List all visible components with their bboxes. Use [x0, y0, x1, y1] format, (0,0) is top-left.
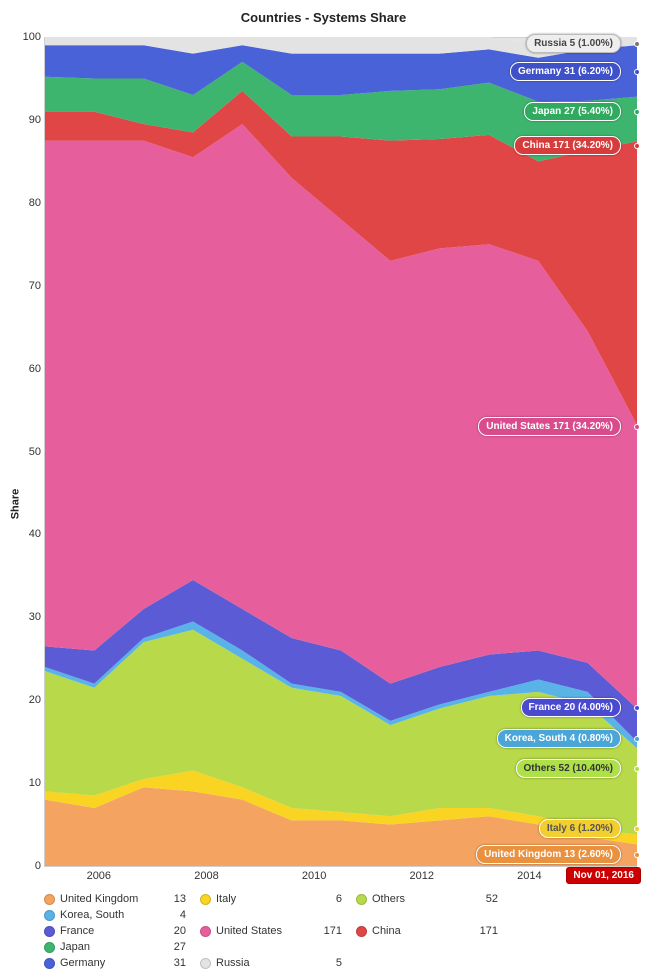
- legend-swatch: [44, 894, 55, 905]
- legend-swatch: [44, 958, 55, 969]
- legend-swatch: [44, 926, 55, 937]
- legend-name: Russia: [216, 957, 312, 969]
- ytick: 50: [15, 446, 41, 458]
- callout-label: Germany 31 (6.20%): [510, 62, 621, 81]
- xtick: 2006: [87, 870, 111, 882]
- ytick: 100: [15, 31, 41, 43]
- callout-dot: [634, 109, 640, 115]
- legend-name: United States: [216, 925, 312, 937]
- legend-swatch: [44, 910, 55, 921]
- legend-swatch: [356, 894, 367, 905]
- chart-area: Share ╫ ╫ Nov 01, 2016 01020304050607080…: [4, 37, 643, 971]
- legend-item-china[interactable]: China171: [356, 925, 512, 937]
- ytick: 0: [15, 860, 41, 872]
- legend-name: Korea, South: [60, 909, 156, 921]
- legend-name: China: [372, 925, 468, 937]
- callout-dot: [634, 826, 640, 832]
- legend-value: 171: [468, 925, 498, 937]
- legend-value: 171: [312, 925, 342, 937]
- legend-item-france[interactable]: France20: [44, 925, 200, 937]
- legend-item-uk[interactable]: United Kingdom13: [44, 893, 200, 905]
- legend-item-japan[interactable]: Japan27: [44, 941, 200, 953]
- legend-item-russia[interactable]: Russia5: [200, 957, 356, 969]
- callout-label: Italy 6 (1.20%): [539, 819, 621, 838]
- legend-value: 20: [156, 925, 186, 937]
- legend-value: 6: [312, 893, 342, 905]
- legend-value: 52: [468, 893, 498, 905]
- callout-dot: [634, 69, 640, 75]
- callout-label: United States 171 (34.20%): [478, 417, 621, 436]
- legend-value: 27: [156, 941, 186, 953]
- legend-value: 31: [156, 957, 186, 969]
- xtick: 2012: [409, 870, 433, 882]
- callout-label: Korea, South 4 (0.80%): [497, 729, 621, 748]
- legend-swatch: [200, 894, 211, 905]
- ytick: 10: [15, 777, 41, 789]
- chart-title: Countries - Systems Share: [4, 10, 643, 25]
- legend: United Kingdom13Italy6Others52Korea, Sou…: [44, 891, 641, 971]
- legend-item-germany[interactable]: Germany31: [44, 957, 200, 969]
- legend-name: Japan: [60, 941, 156, 953]
- y-axis-label: Share: [9, 489, 21, 520]
- ytick: 40: [15, 528, 41, 540]
- legend-value: 5: [312, 957, 342, 969]
- ytick: 30: [15, 611, 41, 623]
- legend-name: Italy: [216, 893, 312, 905]
- ytick: 60: [15, 363, 41, 375]
- callout-dot: [634, 736, 640, 742]
- legend-swatch: [44, 942, 55, 953]
- legend-name: United Kingdom: [60, 893, 156, 905]
- callout-label: Japan 27 (5.40%): [524, 102, 621, 121]
- legend-name: France: [60, 925, 156, 937]
- plot-region: ╫ ╫ Nov 01, 2016 01020304050607080901002…: [44, 37, 637, 867]
- ytick: 70: [15, 280, 41, 292]
- legend-item-korea[interactable]: Korea, South4: [44, 909, 200, 921]
- ytick: 80: [15, 197, 41, 209]
- legend-name: Germany: [60, 957, 156, 969]
- date-badge: Nov 01, 2016: [566, 867, 641, 884]
- callout-label: Others 52 (10.40%): [516, 759, 622, 778]
- ytick: 90: [15, 114, 41, 126]
- callout-dot: [634, 143, 640, 149]
- callout-dot: [634, 41, 640, 47]
- legend-swatch: [200, 926, 211, 937]
- callout-dot: [634, 766, 640, 772]
- callout-label: France 20 (4.00%): [521, 698, 622, 717]
- callout-dot: [634, 424, 640, 430]
- callout-label: China 171 (34.20%): [514, 136, 621, 155]
- xtick: 2008: [194, 870, 218, 882]
- callout-dot: [634, 852, 640, 858]
- legend-value: 4: [156, 909, 186, 921]
- legend-item-us[interactable]: United States171: [200, 925, 356, 937]
- callout-dot: [634, 705, 640, 711]
- legend-item-others[interactable]: Others52: [356, 893, 512, 905]
- ytick: 20: [15, 694, 41, 706]
- callout-label: Russia 5 (1.00%): [526, 34, 621, 53]
- legend-name: Others: [372, 893, 468, 905]
- legend-swatch: [356, 926, 367, 937]
- callout-label: United Kingdom 13 (2.60%): [476, 845, 621, 864]
- legend-swatch: [200, 958, 211, 969]
- xtick: 2010: [302, 870, 326, 882]
- legend-value: 13: [156, 893, 186, 905]
- legend-item-italy[interactable]: Italy6: [200, 893, 356, 905]
- xtick: 2014: [517, 870, 541, 882]
